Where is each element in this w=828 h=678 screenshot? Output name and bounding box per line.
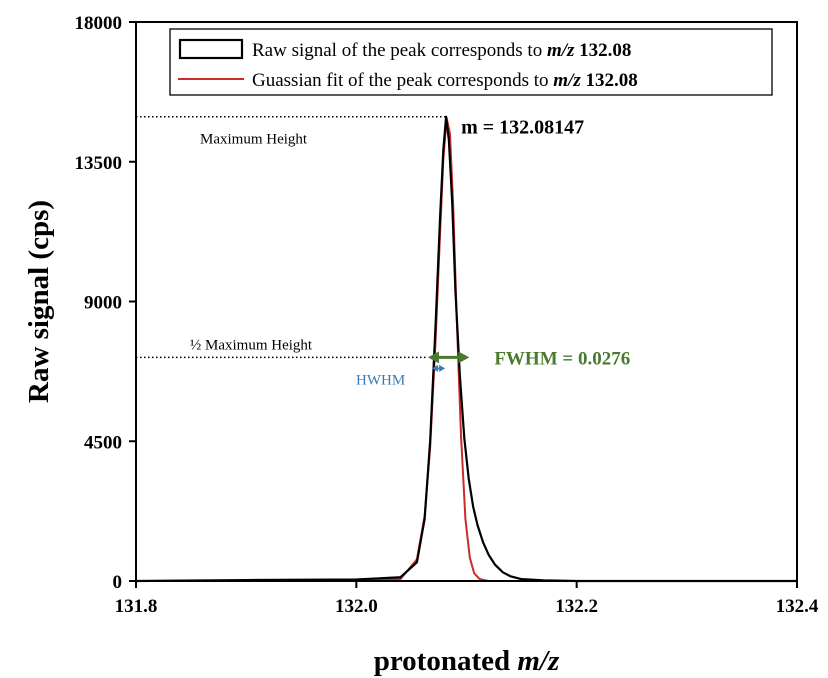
fwhm-arrow-left-head [427, 351, 439, 364]
y-tick-label: 0 [113, 572, 123, 593]
axis-frame [135, 21, 798, 582]
fwhm-arrow-right-head [458, 351, 470, 364]
legend-swatch-raw [178, 38, 244, 60]
legend-entry: Raw signal of the peak corresponds to m/… [252, 40, 631, 61]
max-height-label: Maximum Height [200, 132, 308, 148]
axes: 131.8 132.0 132.2 132.4 0 4500 9000 13500 18000 p… [23, 13, 819, 677]
x-tick-label: 132.2 [555, 596, 598, 617]
legend-entry: Guassian fit of the peak corresponds to … [252, 70, 638, 91]
x-tick-label: 132.4 [776, 596, 819, 617]
y-tick-label: 4500 [84, 432, 122, 453]
y-axis-title: Raw signal (cps) [23, 200, 55, 403]
x-tick-label: 131.8 [115, 596, 158, 617]
y-tick-label: 9000 [84, 293, 122, 314]
hwhm-arrow-left-head [431, 364, 438, 372]
y-tick-label: 18000 [75, 13, 123, 34]
half-max-label: ½ Maximum Height [190, 337, 313, 353]
peak-label: m = 132.08147 [461, 117, 584, 139]
y-tick-label: 13500 [75, 153, 123, 174]
plot-area [135, 115, 797, 583]
x-tick-label: 132.0 [335, 596, 378, 617]
legend: Raw signal of the peak corresponds to m/… [169, 28, 773, 96]
hwhm-label: HWHM [356, 372, 405, 388]
hwhm-arrow-right-head [439, 364, 446, 372]
fwhm-label: FWHM = 0.0276 [494, 348, 630, 369]
x-axis-title: protonated m/z [374, 645, 560, 677]
legend-box [169, 28, 773, 96]
series-line-raw [135, 115, 797, 583]
annotations: Maximum Height ½ Maximum Height m = 132.08… [136, 115, 630, 388]
